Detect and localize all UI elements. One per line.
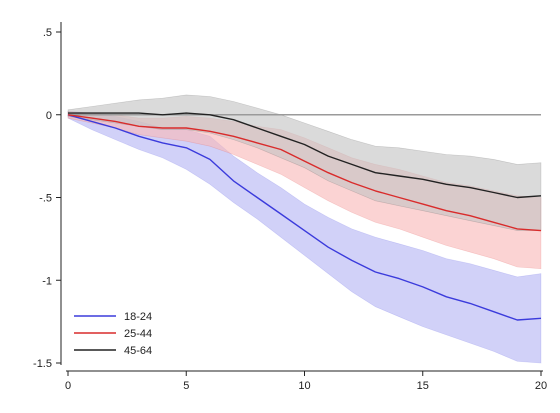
series-line-45-64 [68, 112, 542, 199]
y-tick-label: -.5 [39, 193, 52, 205]
legend-label: 45-64 [124, 345, 152, 357]
y-axis: .5 0 -.5 -1 -1.5 [33, 22, 62, 370]
confidence-band-18-24 [67, 111, 542, 364]
x-tick-label: 15 [417, 380, 429, 392]
x-tick-label: 0 [65, 380, 71, 392]
x-tick-label: 5 [183, 380, 189, 392]
y-tick-label: -1.5 [33, 358, 52, 370]
legend: 18-24 25-44 45-64 [74, 311, 152, 357]
plot-area [67, 94, 542, 364]
x-tick-label: 20 [535, 380, 547, 392]
legend-label: 18-24 [124, 311, 152, 323]
series-line-25-44 [67, 114, 542, 232]
legend-label: 25-44 [124, 328, 152, 340]
y-tick-label: .5 [43, 27, 52, 39]
x-axis: 0 5 10 15 20 [65, 370, 547, 392]
series-lines [67, 112, 542, 321]
x-tick-label: 10 [298, 380, 310, 392]
y-tick-label: 0 [46, 110, 52, 122]
y-tick-label: -1 [42, 275, 52, 287]
series-line-18-24 [67, 114, 542, 321]
